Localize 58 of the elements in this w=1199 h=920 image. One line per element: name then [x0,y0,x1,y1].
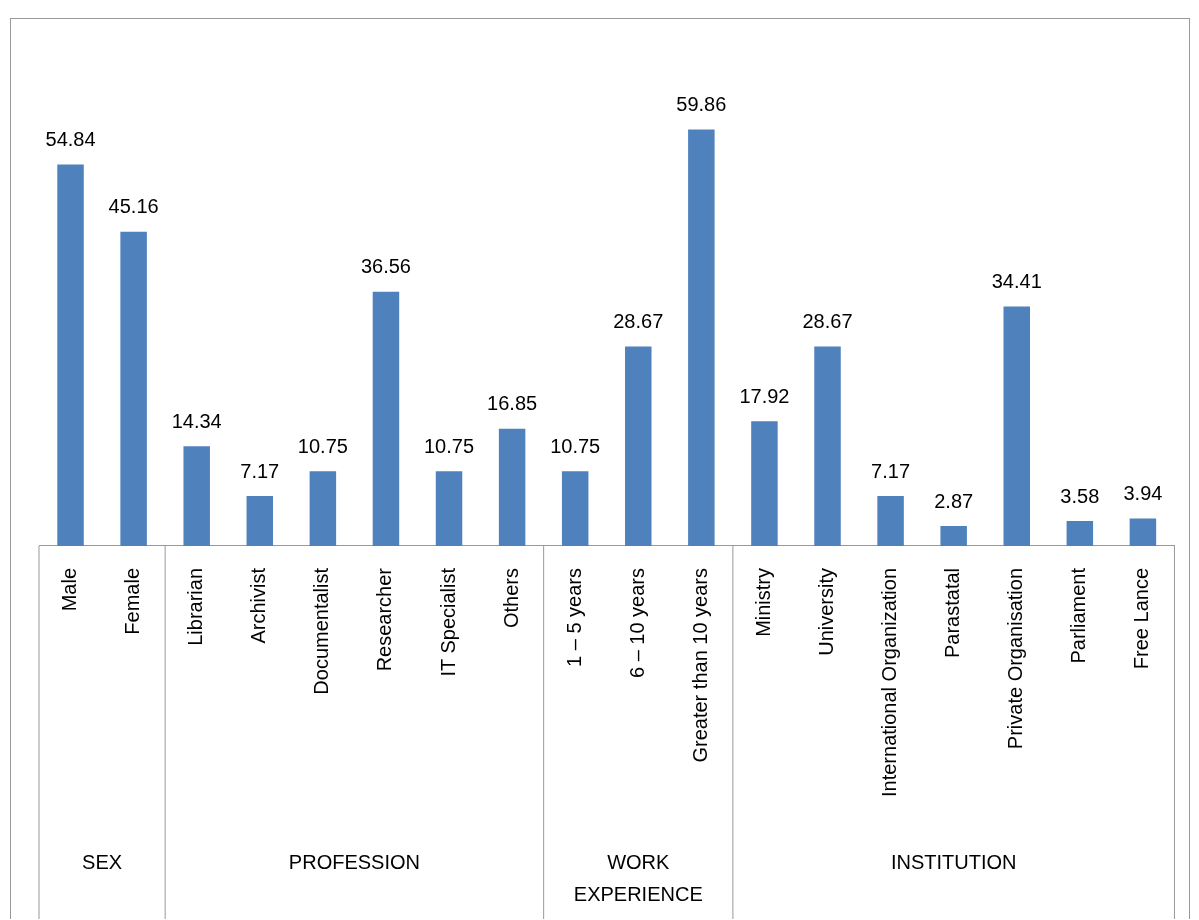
bar [1003,306,1030,546]
data-label: 2.87 [934,489,974,512]
x-tick-label: 1 – 5 years [562,567,585,667]
bar [57,164,84,546]
x-tick-label: Private Organisation [1004,567,1027,750]
x-tick-label: Ministry [751,567,774,637]
x-tick-label: Others [499,567,522,628]
x-tick-label: Male [58,567,81,612]
text: SEX [82,850,123,873]
text: PROFESSION [288,850,420,873]
data-label: 45.16 [108,195,159,218]
data-label: 36.56 [360,255,411,278]
data-label: 10.75 [423,434,475,457]
x-tick-label: Librarian [184,567,207,646]
text: WORK EXPERIENCE [573,850,703,905]
x-tick-label: Parliament [1067,567,1090,664]
data-label: 28.67 [613,310,664,333]
x-tick-label: Parastatal [941,567,964,659]
x-tick-label: International Organization [878,567,901,798]
data-label: 10.75 [550,434,601,457]
bar [246,496,274,546]
x-tick-label: Female [121,567,144,635]
bar [1066,521,1094,546]
x-tick-label: University [815,567,838,656]
x-tick-label: IT Specialist [436,567,459,677]
x-tick-label: Archivist [247,567,270,644]
data-label: 3.58 [1060,484,1100,507]
bar [120,231,147,546]
x-tick-label: 6 – 10 years [625,567,648,679]
data-label: 3.94 [1123,482,1163,505]
bar [309,471,337,546]
bar [1129,518,1157,546]
data-label: 17.92 [739,384,790,407]
data-label: 28.67 [802,310,853,333]
bar [814,346,841,546]
x-tick-label: Greater than 10 years [688,567,711,763]
bar [435,471,463,546]
data-label: 10.75 [297,434,348,457]
x-tick-label: Researcher [373,567,396,672]
data-label: 34.41 [991,270,1042,293]
bar [940,526,967,546]
data-label: 59.86 [676,93,727,116]
data-label: 7.17 [871,459,911,482]
x-tick-label: Documentalist [310,567,333,695]
bar [183,446,210,546]
bar [561,471,589,546]
bar [372,291,400,546]
text: INSTITUTION [890,850,1017,873]
data-label: 16.85 [487,392,538,415]
data-label: 7.17 [240,459,280,482]
data-label: 14.34 [171,409,222,432]
x-tick-label: Free Lance [1130,567,1153,670]
bar [751,421,778,546]
bar [877,496,904,546]
bar [625,346,652,546]
bar [498,428,526,546]
data-label: 54.84 [45,127,96,150]
bar [688,129,715,546]
